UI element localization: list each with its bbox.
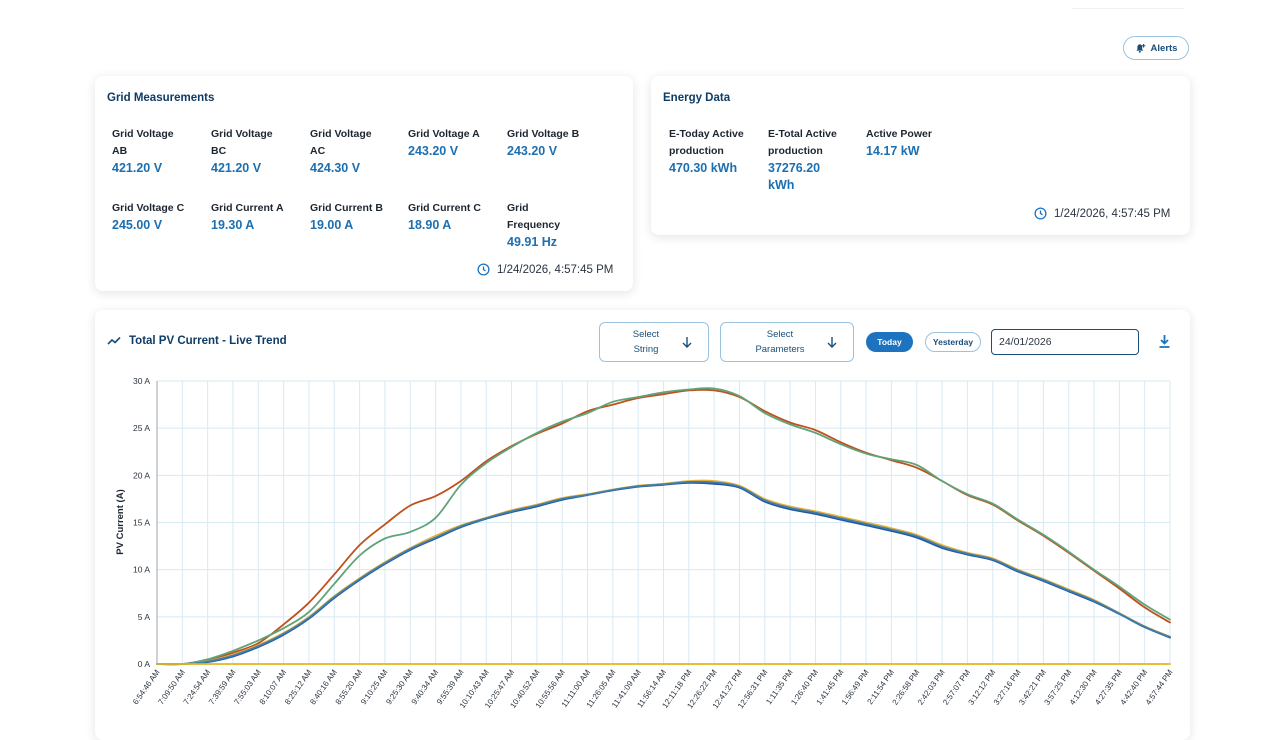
bell-plus-icon — [1135, 43, 1145, 53]
y-tick-label: 5 A — [138, 612, 151, 622]
metric-value: 19.30 A — [211, 218, 255, 232]
metric-label: Grid Voltage — [310, 128, 372, 140]
y-tick-label: 15 A — [133, 518, 150, 528]
grid-measurements-card — [95, 76, 633, 291]
trend-title-text: Total PV Current - Live Trend — [129, 335, 287, 347]
energy-data-card — [651, 76, 1190, 235]
y-axis-label: PV Current (A) — [115, 489, 126, 554]
grid-timestamp: 1/24/2026, 4:57:45 PM — [477, 263, 613, 276]
metric-label: Grid Current C — [408, 202, 481, 214]
metric-value: 424.30 V — [310, 161, 361, 175]
clock-icon — [1034, 207, 1047, 220]
metric-label: Active Power — [866, 128, 932, 140]
metric-e-total-active-production: E-Total Active production 37276.20 kWh — [768, 126, 860, 194]
metric-label: production — [669, 145, 724, 157]
metric-value: 243.20 V — [408, 144, 459, 158]
metric-label: Frequency — [507, 219, 561, 231]
metric-label: E-Total Active — [768, 128, 837, 140]
metric-grid-current-c: Grid Current C 18.90 A — [408, 200, 500, 234]
metric-label: Grid Voltage — [112, 128, 174, 140]
metric-grid-voltage-ac: Grid Voltage AC 424.30 V — [310, 126, 402, 177]
select-string-button[interactable]: Select String — [599, 322, 709, 362]
metric-label: production — [768, 145, 823, 157]
y-tick-label: 30 A — [133, 376, 150, 386]
select-parameters-button[interactable]: Select Parameters — [720, 322, 854, 362]
metric-label: Grid Current B — [310, 202, 383, 214]
energy-data-title: Energy Data — [663, 92, 731, 104]
metric-label: Grid Voltage C — [112, 202, 185, 214]
metric-label: Grid Voltage B — [507, 128, 580, 140]
series-line-2 — [156, 387, 1171, 666]
metric-value: 14.17 kW — [866, 144, 920, 158]
today-button[interactable]: Today — [866, 332, 913, 352]
metric-label: Grid Voltage — [211, 128, 273, 140]
y-tick-label: 0 A — [138, 659, 151, 669]
select-parameters-label: Select Parameters — [755, 329, 805, 355]
metric-value: 37276.20 — [768, 161, 821, 175]
metric-grid-voltage-ab: Grid Voltage AB 421.20 V — [112, 126, 204, 177]
pv-current-chart: 0 A 5 A 10 A 15 A 20 A 25 A 30 A PV Current (A)… — [115, 376, 1175, 710]
metric-value: 470.30 kWh — [669, 161, 738, 175]
series-line-5 — [156, 480, 1171, 666]
timestamp-text: 1/24/2026, 4:57:45 PM — [1054, 207, 1171, 220]
metric-e-today-active-production: E-Today Active production 470.30 kWh — [669, 126, 761, 177]
metric-value: 421.20 V — [112, 161, 163, 175]
grid-measurements-title: Grid Measurements — [107, 92, 215, 104]
metric-value: 421.20 V — [211, 161, 262, 175]
alerts-button[interactable]: Alerts — [1123, 36, 1189, 60]
select-string-label: Select String — [632, 329, 660, 355]
energy-timestamp: 1/24/2026, 4:57:45 PM — [1034, 207, 1170, 220]
metric-value: 49.91 Hz — [507, 235, 558, 249]
metric-grid-voltage-c: Grid Voltage C 245.00 V — [112, 200, 204, 234]
metric-label: Grid — [507, 202, 529, 214]
trend-line-icon — [107, 336, 121, 345]
metric-label: Grid Current A — [211, 202, 284, 214]
metric-label: E-Today Active — [669, 128, 744, 140]
download-icon[interactable] — [1158, 334, 1171, 349]
metric-value: 243.20 V — [507, 144, 558, 158]
clock-icon — [477, 263, 490, 276]
metric-label: Grid Voltage A — [408, 128, 480, 140]
metric-label: AC — [310, 145, 326, 157]
alerts-label: Alerts — [1150, 42, 1178, 54]
yesterday-button[interactable]: Yesterday — [925, 332, 981, 352]
metric-value: kWh — [768, 178, 795, 192]
trend-title: Total PV Current - Live Trend — [107, 335, 287, 347]
metric-value: 245.00 V — [112, 218, 163, 232]
metric-grid-voltage-b: Grid Voltage B 243.20 V — [507, 126, 599, 160]
top-divider — [1072, 8, 1184, 9]
pv-trend-card — [95, 310, 1190, 740]
arrow-down-icon — [827, 337, 837, 348]
y-tick-label: 25 A — [133, 423, 150, 433]
timestamp-text: 1/24/2026, 4:57:45 PM — [497, 263, 614, 276]
date-input[interactable] — [991, 329, 1139, 355]
y-tick-label: 10 A — [133, 565, 150, 575]
metric-label: BC — [211, 145, 227, 157]
metric-grid-current-b: Grid Current B 19.00 A — [310, 200, 402, 234]
metric-label: AB — [112, 145, 128, 157]
metric-grid-voltage-bc: Grid Voltage BC 421.20 V — [211, 126, 303, 177]
arrow-down-icon — [682, 337, 692, 348]
metric-active-power: Active Power 14.17 kW — [866, 126, 958, 160]
metric-value: 19.00 A — [310, 218, 354, 232]
metric-grid-current-a: Grid Current A 19.30 A — [211, 200, 303, 234]
metric-grid-voltage-a: Grid Voltage A 243.20 V — [408, 126, 500, 160]
metric-grid-frequency: Grid Frequency 49.91 Hz — [507, 200, 599, 251]
y-tick-label: 20 A — [133, 470, 150, 480]
metric-value: 18.90 A — [408, 218, 452, 232]
